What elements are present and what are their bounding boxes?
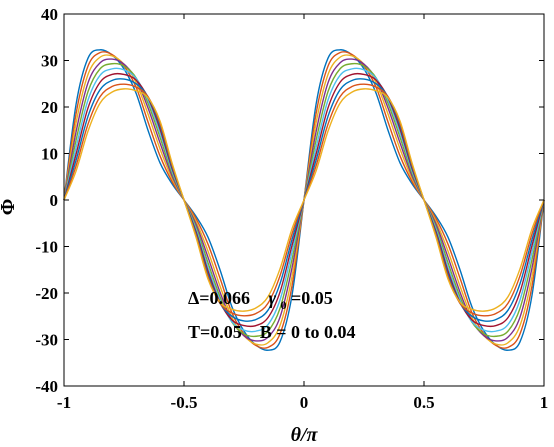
annotation-gamma-sub: 0 [281,298,287,312]
annotation-gamma: γ [269,288,277,308]
annotation-gamma-value: =0.05 [291,288,333,308]
annotation-line-1: Δ=0.066 γ 0 =0.05 [188,288,333,313]
y-tick-label: -40 [35,377,58,396]
y-tick-label: 10 [41,145,58,164]
annotation-delta: Δ=0.066 [188,288,250,308]
series-line-10 [63,88,545,312]
x-axis-label: θ/π [291,424,319,446]
y-axis-label: Φ [0,199,19,216]
y-tick-label: 40 [41,5,58,24]
ticks-layer: -1 -0.5 0 0.5 1 -40 -30 -20 -10 0 10 20 30 40 [35,5,548,412]
annotation-line-2: T=0.05 B = 0 to 0.04 [188,322,356,342]
x-tick-label: 1 [540,393,549,412]
y-tick-label: -10 [35,238,58,257]
y-tick-label: 30 [41,52,58,71]
y-tick-label: 20 [41,98,58,117]
series-layer [63,49,545,351]
y-tick-label: -20 [35,284,58,303]
x-tick-label: 0.5 [413,393,434,412]
y-tick-label: 0 [50,191,59,210]
y-tick-label: -30 [35,331,58,350]
x-tick-label: -1 [57,393,71,412]
x-tick-label: -0.5 [171,393,198,412]
x-tick-label: 0 [300,393,309,412]
